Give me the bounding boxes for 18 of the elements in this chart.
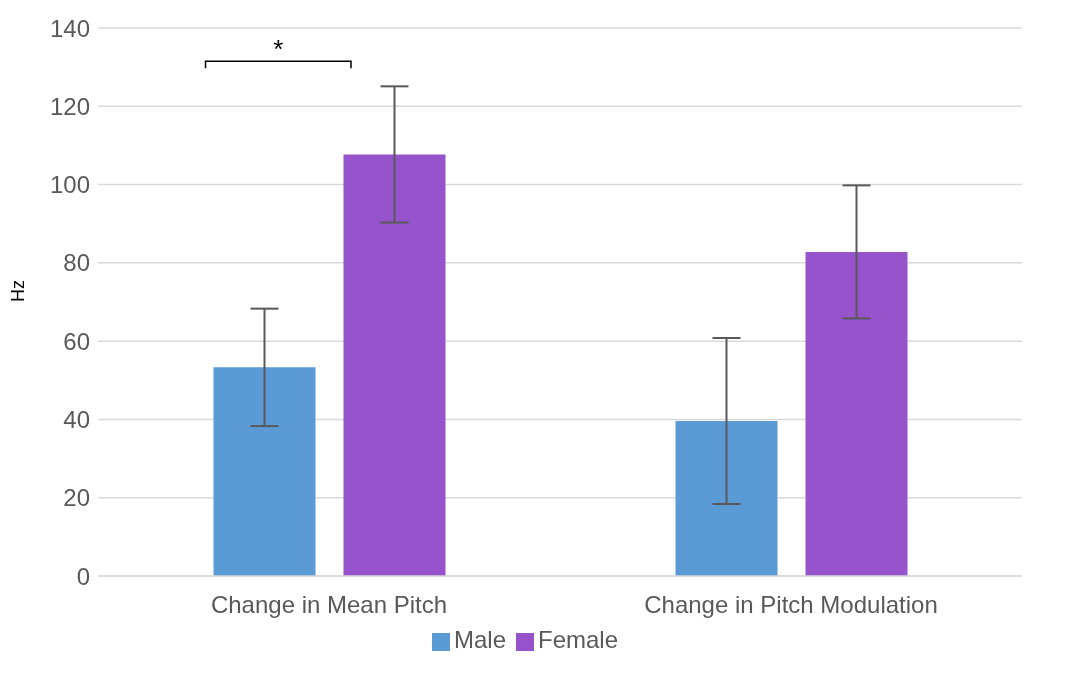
bar — [343, 154, 446, 576]
y-tick-label: 140 — [49, 14, 90, 42]
x-tick-label: Change in Mean Pitch — [210, 591, 448, 619]
y-tick-label: 100 — [49, 171, 90, 199]
annotation: * — [273, 34, 284, 65]
y-tick-label: 0 — [76, 562, 90, 590]
x-tick-label: Change in Pitch Modulation — [644, 591, 938, 619]
y-tick-label: 20 — [63, 484, 90, 512]
legend-label: Female — [538, 626, 619, 653]
y-tick-label: 80 — [63, 249, 90, 277]
y-axis-title: Hz — [8, 280, 29, 302]
bar — [805, 251, 908, 576]
bar — [213, 367, 316, 576]
bar — [675, 420, 778, 576]
y-tick-label: 40 — [63, 405, 90, 433]
legend-label: Male — [453, 626, 506, 653]
y-tick-label: 60 — [63, 327, 90, 355]
y-tick-label: 120 — [49, 92, 90, 120]
